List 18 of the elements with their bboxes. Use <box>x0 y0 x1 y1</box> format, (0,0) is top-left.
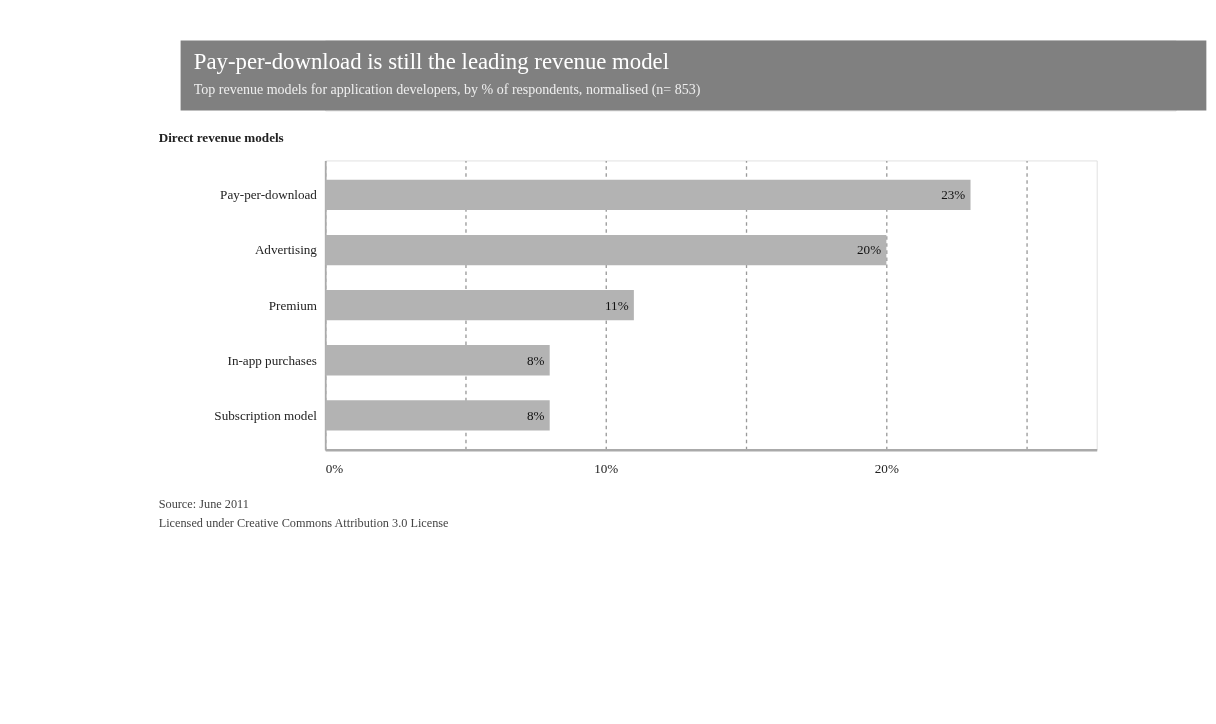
data-label: 8% <box>526 407 545 423</box>
x-tick-label: 10% <box>594 461 619 477</box>
x-tick-label: 20% <box>874 461 899 477</box>
data-label: 11% <box>604 297 629 313</box>
chart-subtitle: Top revenue models for application developers, by % of respondents, normalised (n= 853) <box>193 81 701 98</box>
data-label: 8% <box>526 352 545 368</box>
data-label: 23% <box>941 187 966 203</box>
y-tick-label: In-app purchases <box>227 352 317 368</box>
y-tick-label: Pay-per-download <box>220 187 318 203</box>
x-tick-label: 0% <box>325 461 344 477</box>
text: Licensed under Creative Commons Attribution 3.0 License <box>158 515 450 530</box>
y-tick-label: Subscription model <box>214 407 318 423</box>
y-axis-title: Direct revenue models <box>158 130 284 146</box>
y-tick-label: Premium <box>268 297 318 313</box>
y-tick-label: Advertising <box>254 242 318 258</box>
data-label: 20% <box>857 242 882 258</box>
source-note: Source: June 2011 <box>158 496 249 511</box>
chart-title: Pay-per-download is still the leading revenue model <box>193 49 670 75</box>
